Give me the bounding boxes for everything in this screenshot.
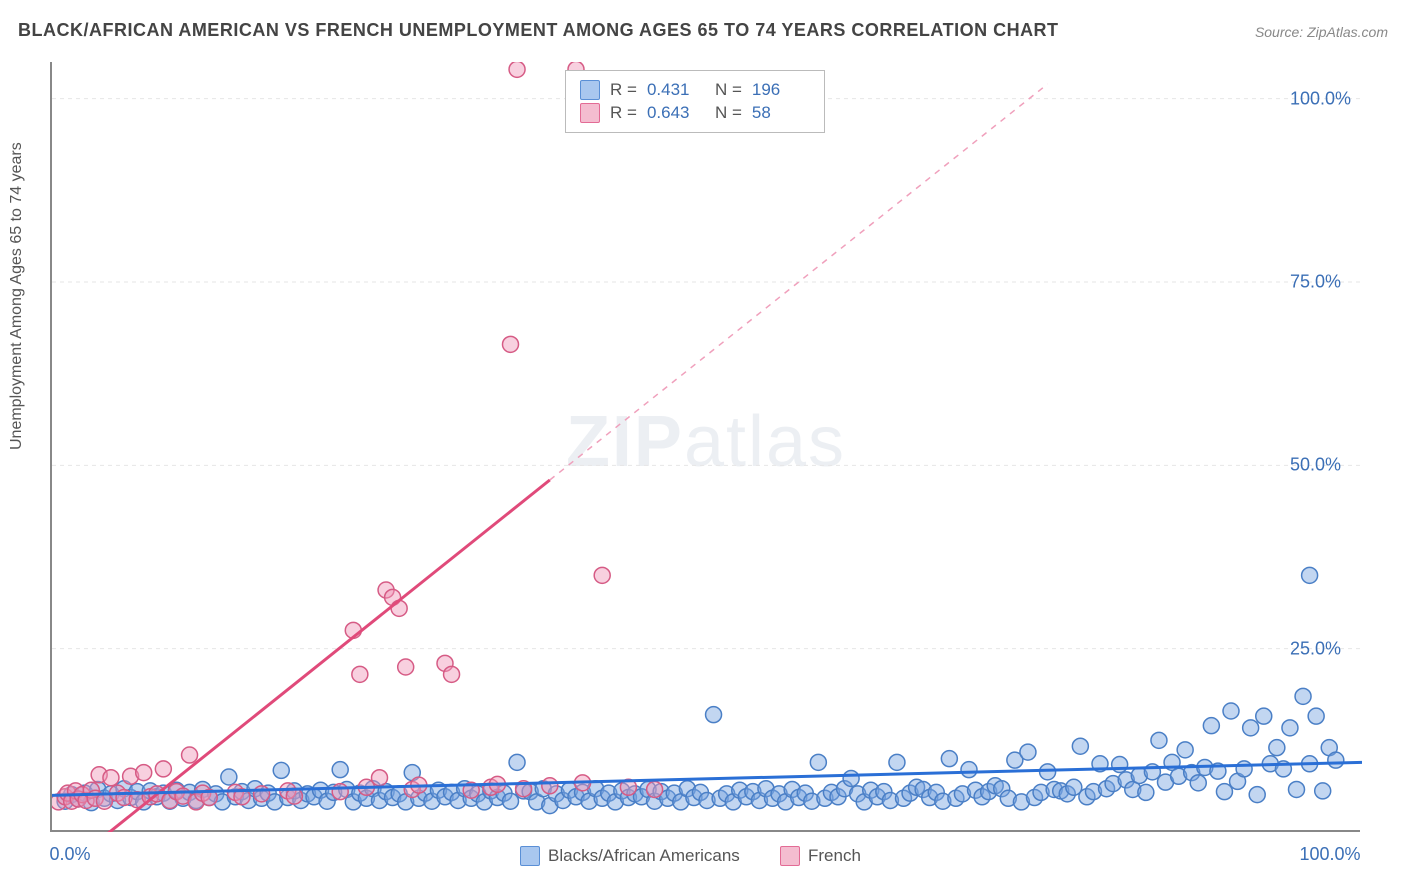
data-point [1072,738,1088,754]
data-point [391,600,407,616]
data-point [941,751,957,767]
data-point [1020,744,1036,760]
n-label: N = [715,103,742,123]
legend-item: Blacks/African Americans [520,846,740,866]
legend-swatch [780,846,800,866]
source-label: Source: ZipAtlas.com [1255,24,1388,40]
data-point [1138,784,1154,800]
data-point [1282,720,1298,736]
data-point [503,793,519,809]
data-point [332,762,348,778]
ytick-label: 25.0% [1290,638,1406,659]
correlation-legend: R = 0.431 N = 196 R = 0.643 N = 58 [565,70,825,133]
n-label: N = [715,80,742,100]
legend-row: R = 0.431 N = 196 [580,80,810,100]
plot-area: ZIPatlas [50,62,1360,832]
trend-line [91,480,550,832]
data-point [961,762,977,778]
data-point [1223,703,1239,719]
legend-label: French [808,846,861,866]
data-point [444,666,460,682]
data-point [843,770,859,786]
data-point [594,567,610,583]
y-axis-label: Unemployment Among Ages 65 to 74 years [8,142,26,450]
data-point [136,765,152,781]
data-point [647,781,663,797]
data-point [889,754,905,770]
data-point [1295,688,1311,704]
r-label: R = [610,80,637,100]
data-point [1151,732,1167,748]
xtick-max: 100.0% [1299,844,1360,865]
data-point [1315,783,1331,799]
data-point [1249,787,1265,803]
data-point [706,707,722,723]
scatter-svg [52,62,1362,832]
data-point [1302,567,1318,583]
data-point [155,761,171,777]
n-value: 196 [752,80,810,100]
data-point [542,778,558,794]
legend-swatch [580,103,600,123]
ytick-label: 50.0% [1290,455,1406,476]
data-point [1328,752,1344,768]
data-point [509,754,525,770]
xtick-min: 0.0% [49,844,90,865]
data-point [1289,781,1305,797]
data-point [103,770,119,786]
r-value: 0.431 [647,80,705,100]
ytick-label: 100.0% [1290,88,1406,109]
n-value: 58 [752,103,810,123]
data-point [810,754,826,770]
r-label: R = [610,103,637,123]
data-point [273,762,289,778]
data-point [1190,775,1206,791]
data-point [332,784,348,800]
legend-row: R = 0.643 N = 58 [580,103,810,123]
data-point [1256,708,1272,724]
data-point [1243,720,1259,736]
data-point [509,62,525,77]
legend-swatch [520,846,540,866]
r-value: 0.643 [647,103,705,123]
legend-swatch [580,80,600,100]
data-point [1177,742,1193,758]
data-point [352,666,368,682]
data-point [1236,761,1252,777]
data-point [1216,784,1232,800]
chart-title: BLACK/AFRICAN AMERICAN VS FRENCH UNEMPLO… [18,20,1059,41]
legend-label: Blacks/African Americans [548,846,740,866]
data-point [254,786,270,802]
data-point [1203,718,1219,734]
data-point [221,769,237,785]
data-point [372,770,388,786]
data-point [503,336,519,352]
data-point [1112,757,1128,773]
data-point [1269,740,1285,756]
legend-item: French [780,846,861,866]
data-point [182,747,198,763]
data-point [398,659,414,675]
data-point [1308,708,1324,724]
ytick-label: 75.0% [1290,272,1406,293]
